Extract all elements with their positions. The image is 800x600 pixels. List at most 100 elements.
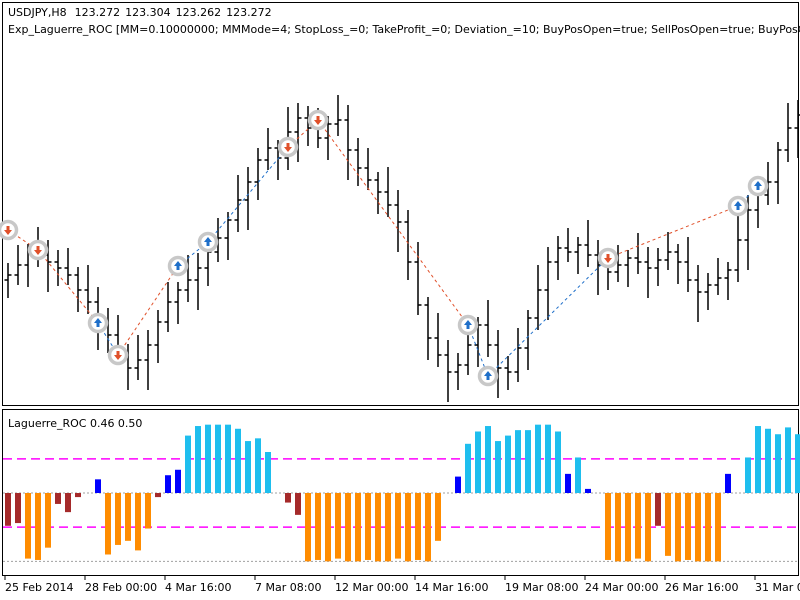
symbol: USDJPY,H8 (8, 6, 67, 19)
axis-layer: 25 Feb 2014 28 Feb 00:00 4 Mar 16:00 7 Mar … (4, 576, 800, 594)
histogram-bar (215, 424, 221, 493)
x-tick-label: 24 Mar 00:00 (585, 581, 658, 594)
histogram-bar (395, 493, 401, 559)
histogram-bar (75, 493, 81, 498)
histogram-bar (145, 493, 151, 529)
histogram-bar (265, 452, 271, 493)
indicator-caption: Laguerre_ROC 0.46 0.50 (8, 417, 142, 430)
trade-path (487, 257, 609, 377)
histogram-bar (315, 493, 321, 560)
histogram-bar (185, 435, 191, 493)
histogram-bar (655, 493, 661, 526)
histogram-bar (25, 493, 31, 559)
histogram-bar (125, 493, 131, 541)
signal-arrow (464, 320, 472, 329)
histogram-bar (775, 434, 781, 493)
trade-path (317, 119, 469, 326)
histogram-bar (435, 493, 441, 541)
histogram-bar (515, 430, 521, 493)
histogram-bar (335, 493, 341, 559)
signals-layer (0, 109, 769, 387)
quote-high: 123.304 (125, 6, 171, 19)
price-header: USDJPY,H8 123.272 123.304 123.262 123.272 (8, 6, 272, 19)
histogram-bar (405, 493, 411, 562)
histogram-bar (505, 435, 511, 493)
histogram-bar (65, 493, 71, 513)
histogram-bar (195, 426, 201, 493)
histogram-bar (625, 493, 631, 562)
x-tick-label: 25 Feb 2014 (5, 581, 73, 594)
histogram-bar (105, 493, 111, 555)
histogram-bar (635, 493, 641, 559)
histogram-bar (415, 493, 421, 560)
histogram-bar (15, 493, 21, 524)
signal-arrow (174, 261, 182, 270)
histogram-bar (295, 493, 301, 515)
quote-open: 123.272 (75, 6, 121, 19)
quote-close: 123.272 (226, 6, 272, 19)
histogram-bar (575, 457, 581, 493)
histogram-bar (235, 428, 241, 493)
histogram-bar (615, 493, 621, 562)
x-tick-label: 14 Mar 16:00 (415, 581, 488, 594)
price-panel (2, 2, 799, 406)
expert-caption: Exp_Laguerre_ROC [MM=0.10000000; MMMode=… (8, 23, 800, 36)
x-tick-label: 28 Feb 00:00 (85, 581, 157, 594)
histogram-bar (485, 426, 491, 493)
histogram-bar (385, 493, 391, 562)
histogram-bar (535, 424, 541, 493)
signal-arrow (604, 254, 612, 263)
x-tick-label: 19 Mar 08:00 (505, 581, 578, 594)
trade-path (607, 205, 739, 259)
signal-arrow (204, 237, 212, 246)
histogram-bar (475, 431, 481, 493)
signal-arrow (734, 201, 742, 210)
signal-arrow (4, 226, 12, 235)
histogram-bar (495, 441, 501, 493)
marks-layer (4, 95, 800, 562)
histogram-bar (355, 493, 361, 562)
histogram-bar (785, 427, 791, 493)
histogram-bar (795, 434, 800, 493)
histogram-bar (165, 475, 171, 493)
histogram-bar (525, 430, 531, 493)
signal-arrow (284, 143, 292, 152)
signal-arrow (94, 318, 102, 327)
histogram-bar (305, 493, 311, 562)
histogram-bar (325, 493, 331, 562)
histogram-bar (425, 493, 431, 562)
histogram-bar (545, 424, 551, 493)
histogram-bar (245, 441, 251, 493)
x-tick-label: 31 Mar 08:00 (755, 581, 800, 594)
histogram-bar (725, 473, 731, 493)
histogram-bar (605, 493, 611, 560)
histogram-bar (375, 493, 381, 562)
histogram-bar (225, 424, 231, 493)
signal-arrow (314, 116, 322, 125)
trade-path (207, 146, 289, 243)
histogram-bar (55, 493, 61, 504)
histogram-bar (365, 493, 371, 560)
trade-path (737, 185, 759, 207)
histogram-bar (705, 493, 711, 562)
histogram-bar (35, 493, 41, 560)
histogram-bar (5, 493, 11, 526)
histogram-bar (455, 476, 461, 493)
x-tick-label: 12 Mar 00:00 (335, 581, 408, 594)
histogram-bar (555, 431, 561, 493)
histogram-bar (645, 493, 651, 562)
x-tick-label: 7 Mar 08:00 (255, 581, 321, 594)
histogram-bar (765, 428, 771, 493)
histogram-bar (205, 424, 211, 493)
histogram-bar (95, 479, 101, 493)
histogram-bar (665, 493, 671, 556)
trade-path (37, 249, 99, 324)
histogram-bar (745, 457, 751, 493)
signal-arrow (484, 371, 492, 380)
histogram-bar (685, 493, 691, 560)
histogram-bar (175, 469, 181, 493)
x-tick-label: 4 Mar 16:00 (165, 581, 231, 594)
histogram-bar (715, 493, 721, 562)
